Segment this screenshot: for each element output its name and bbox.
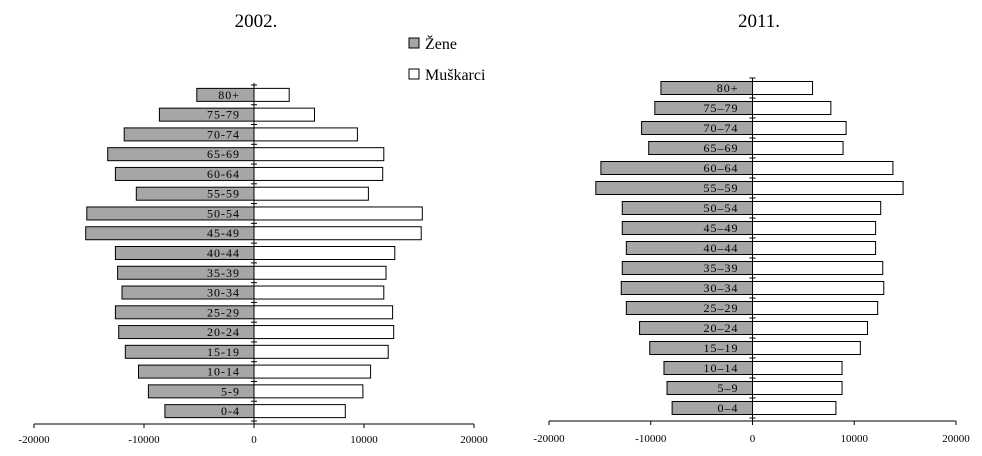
age-group-label: 20–24 (704, 321, 739, 335)
age-group-label: 5–9 (718, 381, 739, 395)
age-group-label: 60-64 (207, 167, 240, 181)
x-tick-label: 20000 (942, 433, 970, 445)
bar-male (253, 364, 372, 379)
bar-male (752, 401, 837, 415)
legend-label-male: Muškarci (425, 67, 486, 84)
bar-male (752, 181, 904, 195)
age-group-label: 80+ (717, 81, 739, 95)
bar-male (752, 161, 894, 175)
bar-male (253, 87, 290, 102)
chart-title: 2011. (738, 11, 780, 32)
bar-male (752, 281, 885, 295)
bar-male (253, 166, 384, 181)
x-tick-label: -20000 (18, 434, 50, 446)
age-group-label: 45–49 (704, 221, 739, 235)
x-tick-label: -20000 (533, 433, 565, 445)
x-tick-label: 0 (750, 433, 756, 445)
bar-male (253, 127, 358, 142)
bar-male (752, 361, 843, 375)
age-group-label: 0-4 (221, 404, 240, 418)
age-group-label: 15–19 (704, 341, 739, 355)
x-tick-label: 20000 (460, 434, 488, 446)
bar-male (752, 101, 832, 115)
bar-male (752, 261, 884, 275)
age-group-label: 0–4 (718, 401, 739, 415)
bar-male (253, 186, 369, 201)
x-tick-label: 10000 (841, 433, 869, 445)
age-group-label: 70–74 (704, 121, 739, 135)
age-group-label: 75-79 (207, 108, 240, 122)
pyramid-2002: 2002. 80+ 75-79 70-74 65-69 60-64 55-59 50-54 45… (18, 11, 488, 446)
bar-female (666, 381, 754, 395)
age-group-label: 55–59 (704, 181, 739, 195)
bar-male (253, 206, 423, 221)
age-group-label: 45-49 (207, 226, 240, 240)
bar-male (752, 201, 882, 215)
age-group-label: 35–39 (704, 261, 739, 275)
age-group-label: 25–29 (704, 301, 739, 315)
bar-male (752, 321, 868, 335)
bar-male (253, 325, 395, 340)
age-group-label: 5-9 (221, 384, 240, 398)
age-group-label: 10–14 (704, 361, 739, 375)
bar-male (253, 285, 385, 300)
x-tick-label: 10000 (350, 434, 378, 446)
legend-swatch-male (408, 68, 420, 80)
age-group-label: 55-59 (207, 187, 240, 201)
bar-male (752, 381, 843, 395)
legend: Žene Muškarci (408, 34, 486, 84)
chart-title: 2002. (235, 11, 278, 32)
age-group-label: 10-14 (207, 365, 240, 379)
bar-male (253, 265, 387, 280)
age-group-label: 65–69 (704, 141, 739, 155)
bar-male (253, 384, 364, 399)
bar-female (660, 81, 753, 95)
bar-male (253, 344, 389, 359)
age-group-label: 65-69 (207, 147, 240, 161)
age-group-label: 15-19 (207, 345, 240, 359)
bar-male (253, 305, 394, 320)
age-group-label: 70-74 (207, 127, 240, 141)
bar-male (752, 81, 814, 95)
age-group-label: 50-54 (207, 206, 240, 220)
age-group-label: 75–79 (704, 101, 739, 115)
bar-male (752, 301, 879, 315)
age-group-label: 20-24 (207, 325, 240, 339)
bar-male (752, 221, 877, 235)
age-group-label: 40–44 (704, 241, 739, 255)
bar-male (752, 141, 844, 155)
x-tick-label: 0 (251, 434, 257, 446)
x-tick-label: -10000 (128, 434, 160, 446)
age-group-label: 40-44 (207, 246, 240, 260)
age-group-label: 25-29 (207, 305, 240, 319)
bar-male (752, 341, 861, 355)
age-group-label: 60–64 (704, 161, 739, 175)
bar-male (253, 147, 385, 162)
legend-swatch-female (408, 37, 420, 49)
bar-male (752, 121, 847, 135)
bar-female (671, 401, 753, 415)
bar-male (253, 226, 422, 241)
age-group-label: 30-34 (207, 286, 240, 300)
bar-male (253, 246, 396, 260)
pyramid-2011: 2011. 80+ 75–79 70–74 65–69 60–64 55–59 50–54 45… (533, 11, 970, 445)
bar-male (752, 241, 877, 255)
age-group-label: 80+ (218, 88, 240, 102)
age-group-label: 50–54 (704, 201, 739, 215)
bar-male (253, 404, 346, 419)
bar-female (164, 404, 255, 419)
x-tick-label: -10000 (635, 433, 667, 445)
legend-label-female: Žene (425, 34, 457, 53)
bar-male (253, 107, 315, 122)
age-group-label: 30–34 (704, 281, 739, 295)
age-group-label: 35-39 (207, 266, 240, 280)
